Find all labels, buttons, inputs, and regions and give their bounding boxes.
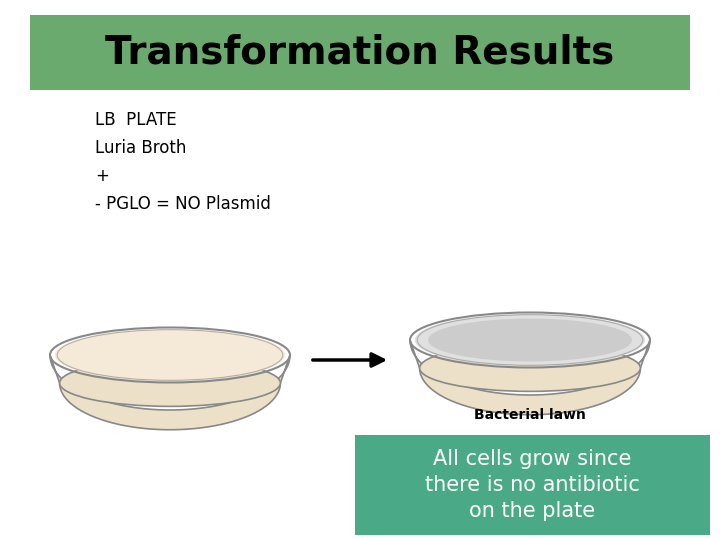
Ellipse shape bbox=[55, 329, 285, 381]
Ellipse shape bbox=[60, 360, 280, 407]
Ellipse shape bbox=[415, 314, 645, 366]
Text: All cells grow since
there is no antibiotic
on the plate: All cells grow since there is no antibio… bbox=[425, 449, 640, 522]
Text: Luria Broth: Luria Broth bbox=[95, 139, 186, 157]
Polygon shape bbox=[50, 355, 290, 430]
Text: Bacterial lawn: Bacterial lawn bbox=[474, 408, 586, 422]
Bar bbox=[30, 15, 690, 90]
Text: +: + bbox=[95, 167, 109, 185]
Bar bbox=[355, 435, 710, 535]
Ellipse shape bbox=[428, 319, 632, 361]
Text: - PGLO = NO Plasmid: - PGLO = NO Plasmid bbox=[95, 195, 271, 213]
Text: LB  PLATE: LB PLATE bbox=[95, 111, 176, 129]
Polygon shape bbox=[410, 340, 650, 415]
Text: Transformation Results: Transformation Results bbox=[105, 33, 615, 71]
Ellipse shape bbox=[420, 345, 640, 391]
